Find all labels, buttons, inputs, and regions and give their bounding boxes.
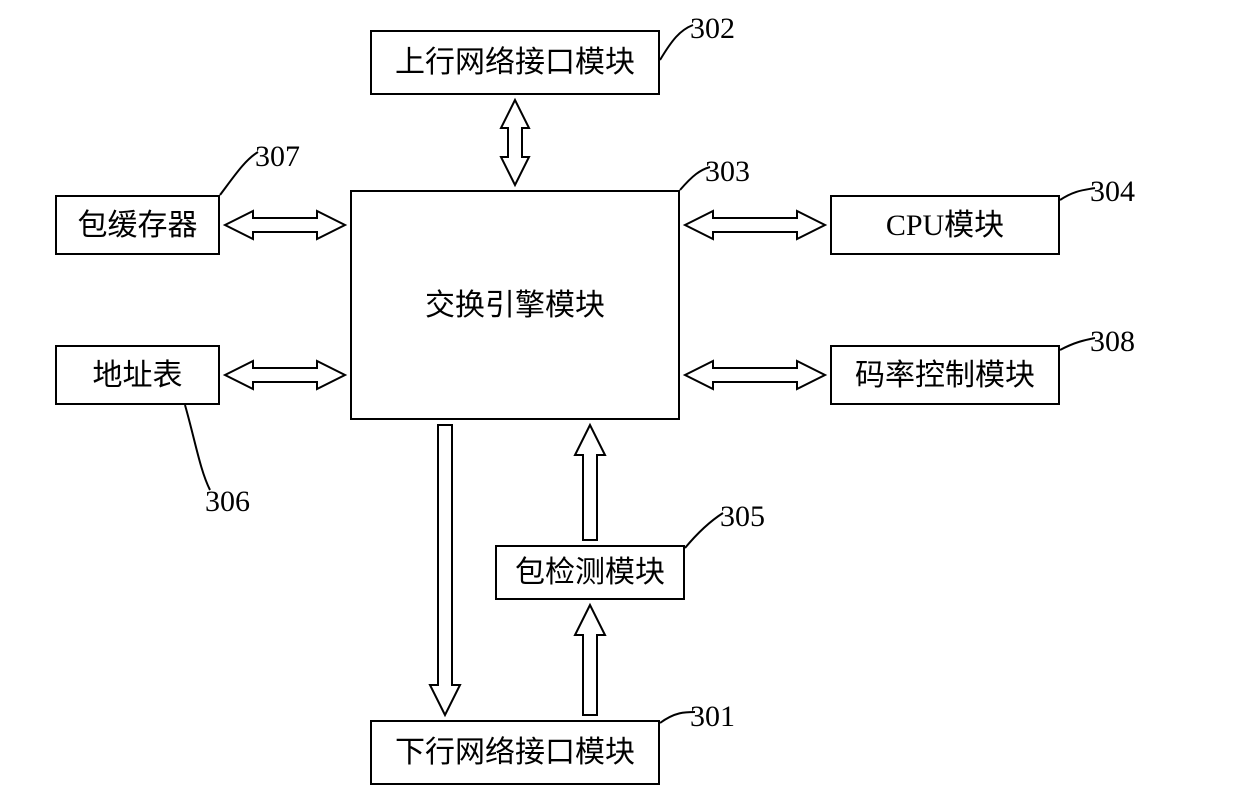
diagram-canvas: 上行网络接口模块 包缓存器 交换引擎模块 CPU模块 地址表 码率控制模块 包检…: [0, 0, 1240, 805]
arrow-301-305: [575, 605, 605, 715]
arrow-302-303: [501, 100, 529, 185]
arrows-svg: [0, 0, 1240, 805]
arrow-303-301: [430, 425, 460, 715]
arrow-305-303: [575, 425, 605, 540]
arrow-307-303: [225, 211, 345, 239]
arrow-303-308: [685, 361, 825, 389]
arrow-306-303: [225, 361, 345, 389]
arrow-303-304: [685, 211, 825, 239]
